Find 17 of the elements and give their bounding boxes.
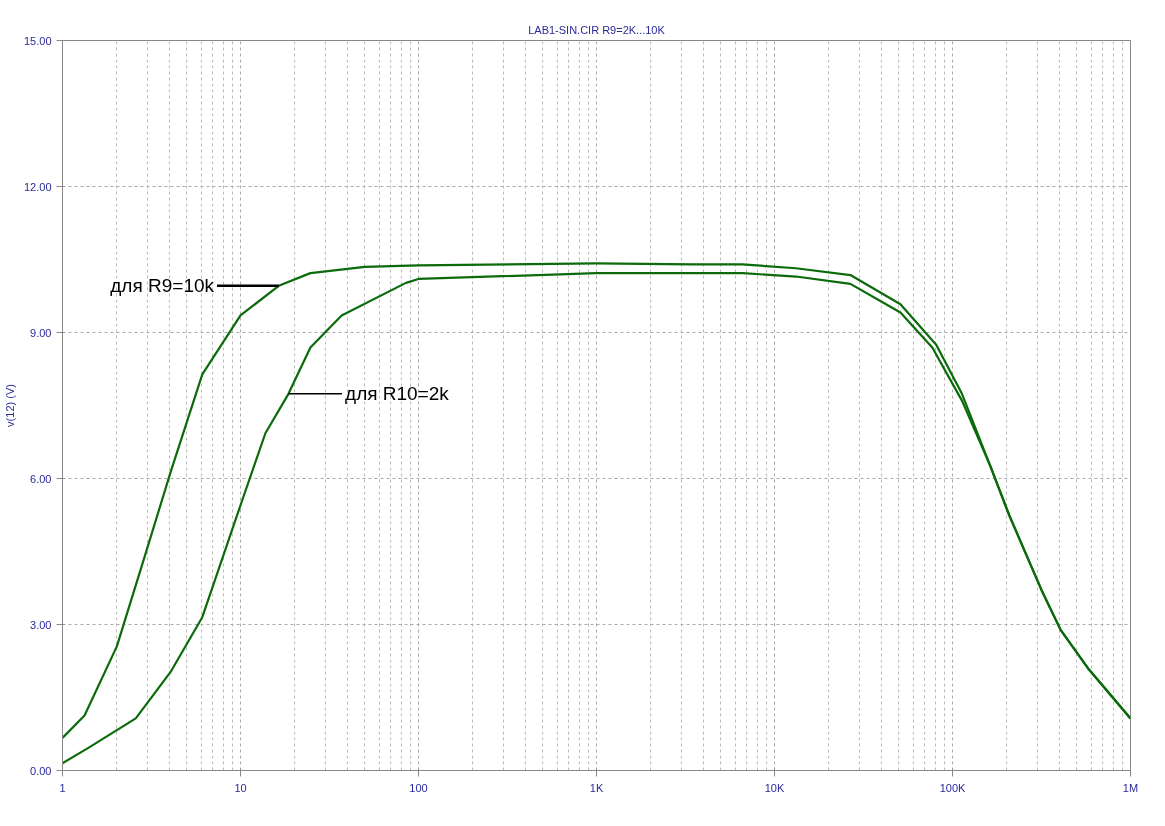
x-tick-label: 100K	[939, 781, 967, 794]
y-tick-label: 6.00	[30, 472, 52, 485]
x-tick-label: 1K	[589, 781, 604, 794]
y-tick-label: 12.00	[23, 180, 52, 193]
y-axis-title: v(12) (V)	[3, 384, 16, 427]
annotation: для R10=2k	[345, 383, 450, 405]
x-tick-label: 1M	[1122, 781, 1139, 794]
chart-title: LAB1-SIN.CIR R9=2K...10K	[528, 23, 666, 36]
y-tick-label: 0.00	[30, 764, 52, 777]
y-tick-label: 3.00	[30, 618, 52, 631]
x-tick-label: 100	[409, 781, 428, 794]
x-tick-label: 10K	[764, 781, 785, 794]
x-tick-label: 1	[59, 781, 66, 794]
y-tick-label: 9.00	[30, 326, 52, 339]
annotation: для R9=10k	[110, 275, 215, 297]
x-tick-label: 10	[234, 781, 247, 794]
y-tick-label: 15.00	[23, 34, 52, 47]
